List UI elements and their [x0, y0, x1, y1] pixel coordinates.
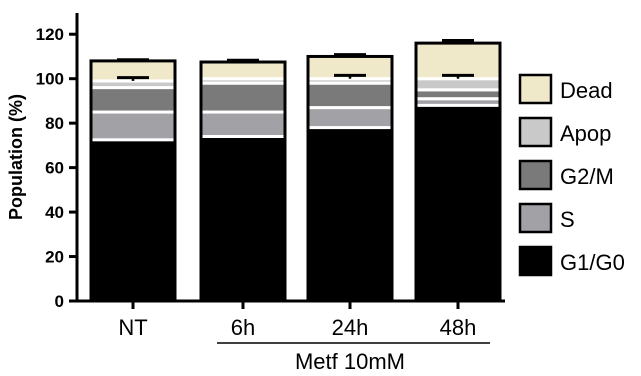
y-axis-title: Population (%)	[6, 94, 26, 220]
bar-segment-s-24h	[306, 106, 394, 130]
legend-label-g2-m: G2/M	[560, 164, 614, 189]
bar-segment-dead-6h	[199, 60, 287, 81]
bar-segment-g1-g0-6h	[199, 134, 287, 303]
x-tick-label-nt: NT	[118, 315, 147, 340]
legend: Dead Apop G2/M S G1/G0	[518, 73, 625, 277]
x-labels-layer: NT 6h 24h 48h	[118, 301, 476, 340]
x-tick-label-6h: 6h	[231, 315, 255, 340]
bars-layer	[89, 41, 502, 303]
legend-swatch-g1-g0	[518, 245, 553, 277]
x-tick-label-48h: 48h	[440, 315, 477, 340]
x-tick-label-24h: 24h	[332, 315, 369, 340]
legend-label-dead: Dead	[560, 78, 613, 103]
y-tick-label-120: 120	[36, 25, 64, 44]
legend-label-s: S	[560, 207, 575, 232]
bar-segment-g2-m-24h	[306, 81, 394, 110]
y-tick-label-40: 40	[45, 203, 64, 222]
bar-segment-g1-g0-24h	[306, 126, 394, 303]
legend-swatch-g2-m	[518, 159, 553, 191]
legend-swatch-s	[518, 202, 553, 234]
bar-segment-g1-g0-nt	[89, 138, 177, 303]
y-tick-label-100: 100	[36, 70, 64, 89]
y-tick-label-60: 60	[45, 159, 64, 178]
bar-segment-g2-m-nt	[89, 86, 177, 114]
y-tick-label-0: 0	[55, 292, 64, 311]
legend-swatch-apop	[518, 116, 553, 148]
bar-segment-dead-48h	[414, 41, 502, 81]
bar-segment-s-6h	[199, 110, 287, 138]
bar-segment-apop-48h	[414, 77, 502, 92]
legend-label-g1-g0: G1/G0	[560, 250, 625, 275]
y-tick-label-80: 80	[45, 114, 64, 133]
y-tick-label-20: 20	[45, 248, 64, 267]
errorbars-layer	[117, 38, 474, 81]
group-label: Metf 10mM	[295, 349, 405, 374]
legend-label-apop: Apop	[560, 121, 611, 146]
bar-segment-g1-g0-48h	[414, 103, 502, 303]
legend-swatch-dead	[518, 73, 553, 105]
y-ticks-layer: 0 20 40 60 80 100 120	[36, 25, 77, 311]
bar-segment-s-nt	[89, 110, 177, 142]
bar-segment-g2-m-6h	[199, 81, 287, 114]
